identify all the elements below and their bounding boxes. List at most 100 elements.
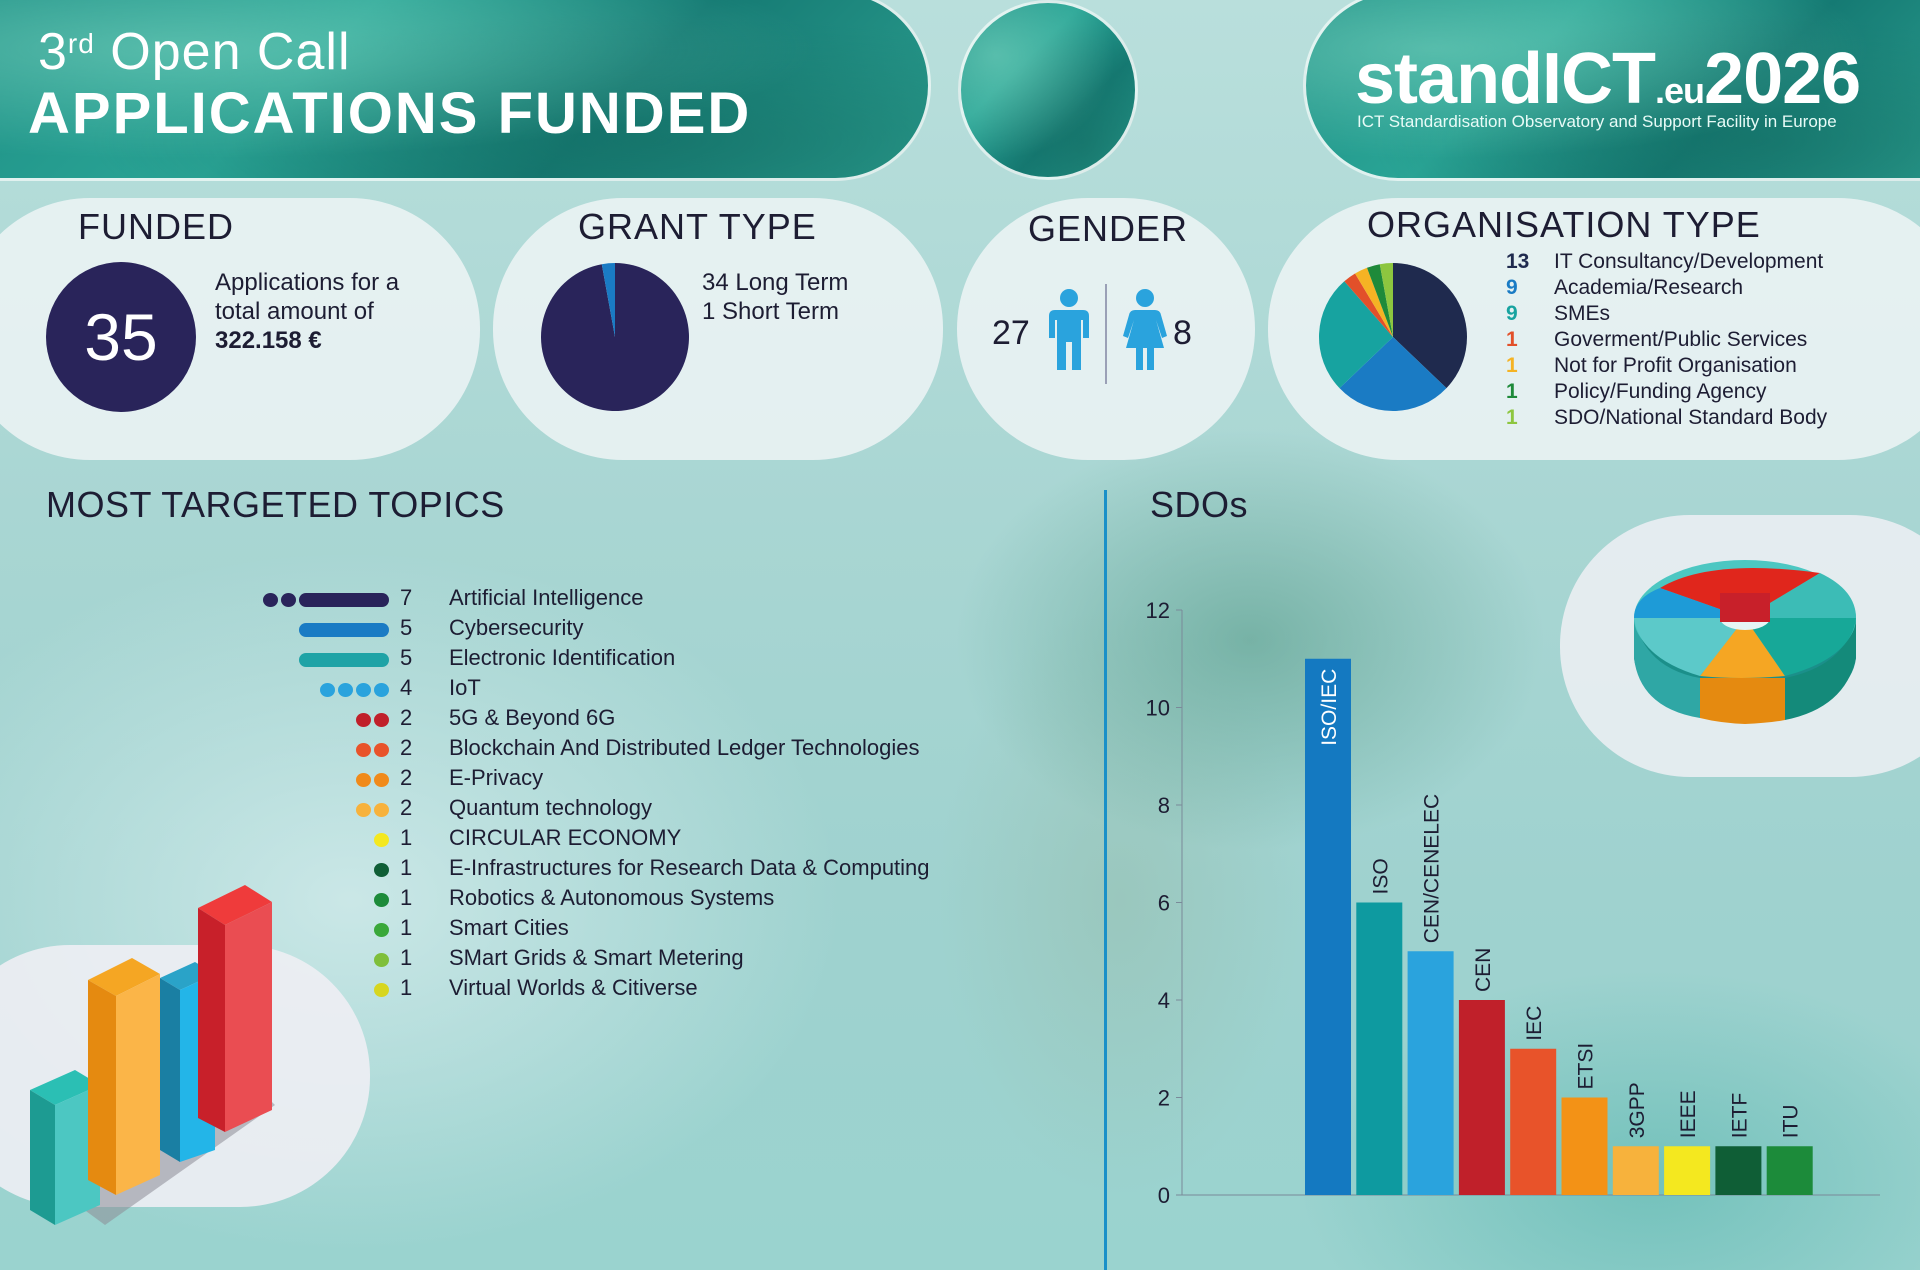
standict-logo: standICT.eu2026	[1355, 39, 1861, 119]
topic-count: 1	[400, 975, 413, 1000]
bar-etsi	[1561, 1097, 1608, 1195]
sdos-bar-chart: 0 2 4 6 8 10 12 ISO/IEC ISO CEN/CENELEC CEN IEC ETSI…	[1146, 598, 1880, 1208]
topic-row: 1 E-Infrastructures for Research Data & C…	[0, 855, 1050, 885]
grant-type-heading: GRANT TYPE	[578, 206, 817, 247]
org-legend-label: Academia/Research	[1554, 276, 1744, 299]
bar-label: ISO	[1369, 858, 1392, 894]
funded-heading: FUNDED	[78, 206, 234, 247]
org-legend-item: 9 Academia/Research	[1506, 276, 1743, 302]
funded-count: 35	[84, 300, 158, 374]
topic-label: Artificial Intelligence	[449, 585, 644, 610]
page-title: APPLICATIONS FUNDED	[28, 81, 752, 146]
bar-iso-iec	[1305, 658, 1351, 1195]
male-icon	[1049, 289, 1089, 370]
bar-label: CEN	[1472, 948, 1495, 992]
topic-label: SMart Grids & Smart Metering	[449, 945, 744, 970]
topic-count: 2	[400, 765, 413, 790]
topic-marker	[299, 623, 389, 637]
topic-marker	[374, 893, 389, 907]
org-legend-item: 1 Goverment/Public Services	[1506, 328, 1807, 354]
topic-count: 1	[400, 855, 413, 880]
topic-marker	[263, 593, 389, 607]
topic-label: E-Privacy	[449, 765, 544, 790]
pie-slice-org-1	[1339, 337, 1447, 411]
open-call-label: 3rd Open Call	[38, 23, 351, 81]
org-legend-label: Policy/Funding Agency	[1554, 380, 1767, 403]
org-legend-count: 13	[1506, 250, 1530, 273]
topic-marker	[374, 923, 389, 937]
pie-slice-org-4	[1355, 267, 1393, 337]
y-tick-label: 8	[1158, 793, 1170, 818]
org-legend-label: SDO/National Standard Body	[1554, 406, 1828, 429]
topic-count: 1	[400, 945, 413, 970]
topic-label: E-Infrastructures for Research Data & Co…	[449, 855, 930, 880]
topic-label: Quantum technology	[449, 795, 653, 820]
org-legend-item: 1 Policy/Funding Agency	[1506, 380, 1766, 406]
bar-label: IEC	[1523, 1006, 1546, 1041]
topic-label: CIRCULAR ECONOMY	[449, 825, 682, 850]
topic-label: Blockchain And Distributed Ledger Techno…	[449, 735, 920, 760]
bar-label: ETSI	[1575, 1043, 1598, 1090]
section-divider	[1104, 490, 1107, 1270]
org-legend-label: IT Consultancy/Development	[1554, 250, 1824, 273]
bar-iec	[1510, 1048, 1557, 1195]
topic-marker	[374, 833, 389, 847]
topic-marker	[374, 953, 389, 967]
bar-ietf	[1715, 1146, 1762, 1195]
y-tick-label: 10	[1146, 696, 1170, 721]
topic-label: Smart Cities	[449, 915, 569, 940]
org-legend-count: 1	[1506, 406, 1518, 429]
topic-count: 4	[400, 675, 413, 700]
topic-marker	[374, 983, 389, 997]
grant-type-pie-chart	[541, 263, 689, 411]
bar-label: IETF	[1728, 1093, 1751, 1139]
pie-slice-org-6	[1379, 263, 1393, 337]
decorative-circle-image	[958, 0, 1138, 180]
org-legend-count: 1	[1506, 380, 1518, 403]
org-legend-label: Not for Profit Organisation	[1554, 354, 1797, 377]
bar-label: IEEE	[1677, 1090, 1700, 1138]
pie-slice-org-0	[1393, 263, 1467, 389]
y-tick-label: 0	[1158, 1183, 1170, 1208]
gender-divider	[1105, 284, 1107, 384]
funded-amount: 322.158 €	[215, 327, 322, 354]
org-legend-item: 9 SMEs	[1506, 302, 1610, 328]
topic-row: 1 SMart Grids & Smart Metering	[0, 945, 1050, 975]
topic-row: 5 Electronic Identification	[0, 645, 1050, 675]
org-legend-label: SMEs	[1554, 302, 1611, 325]
topic-marker	[374, 863, 389, 877]
org-legend-item: 1 SDO/National Standard Body	[1506, 406, 1827, 432]
bar-cen-cenelec	[1407, 951, 1454, 1195]
topic-label: Electronic Identification	[449, 645, 676, 670]
bar-itu	[1766, 1146, 1813, 1195]
topic-label: Robotics & Autonomous Systems	[449, 885, 775, 910]
org-legend-count: 1	[1506, 328, 1518, 351]
topic-row: 4 IoT	[0, 675, 1050, 705]
organisation-type-heading: ORGANISATION TYPE	[1367, 204, 1761, 245]
topic-marker	[356, 743, 389, 757]
grant-short-term-label: 1 Short Term	[702, 298, 839, 325]
org-legend-count: 1	[1506, 354, 1518, 377]
topic-marker	[356, 803, 389, 817]
topic-marker	[356, 773, 389, 787]
topic-count: 7	[400, 585, 413, 610]
funded-count-circle: 35	[46, 262, 196, 412]
org-legend-count: 9	[1506, 302, 1518, 325]
sdos-chart-title: SDOs	[1150, 484, 1249, 525]
topic-row: 1 CIRCULAR ECONOMY	[0, 825, 1050, 855]
topic-row: 5 Cybersecurity	[0, 615, 1050, 645]
y-tick-label: 4	[1158, 988, 1170, 1013]
logo-tagline: ICT Standardisation Observatory and Supp…	[1357, 112, 1837, 131]
bar-3gpp	[1612, 1146, 1659, 1195]
topic-count: 1	[400, 885, 413, 910]
y-tick-label: 12	[1146, 598, 1170, 623]
topic-marker	[356, 713, 389, 727]
y-tick-label: 6	[1158, 891, 1170, 916]
topic-count: 2	[400, 735, 413, 760]
topic-label: Virtual Worlds & Citiverse	[449, 975, 698, 1000]
bar-label: ITU	[1780, 1104, 1803, 1138]
topic-row: 2 E-Privacy	[0, 765, 1050, 795]
funded-text-line2: total amount of	[215, 298, 374, 325]
topic-count: 5	[400, 645, 413, 670]
